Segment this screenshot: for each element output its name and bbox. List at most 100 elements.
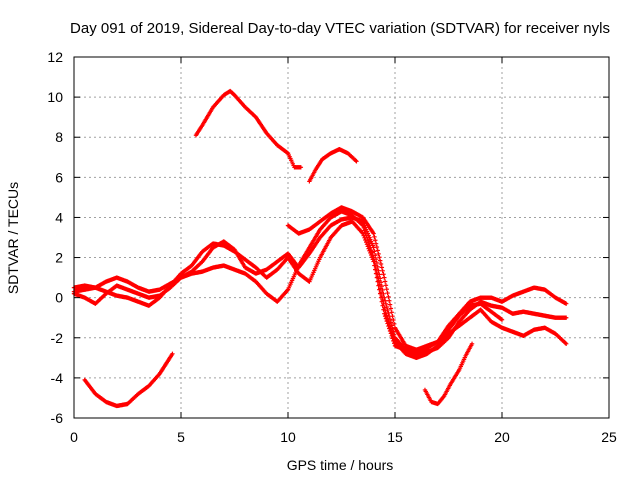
data-point-marker [390, 336, 395, 341]
data-point-marker [388, 331, 394, 336]
data-point-marker [391, 321, 397, 327]
data-point-marker [389, 333, 394, 339]
y-tick-label: 2 [55, 250, 63, 266]
data-point-marker [360, 223, 366, 228]
y-tick-label: 4 [55, 209, 63, 225]
data-point-marker [374, 270, 380, 276]
data-point-marker [373, 238, 378, 243]
series-track-g-lower [82, 351, 175, 409]
data-point-marker [371, 231, 376, 236]
data-point-marker [377, 255, 382, 260]
data-point-marker [377, 291, 383, 296]
data-point-marker [499, 317, 505, 322]
series-track-f-upper [307, 147, 359, 184]
data-point-marker [381, 307, 386, 312]
data-point-marker [360, 231, 366, 236]
data-point-marker [354, 159, 359, 164]
data-point-marker [379, 299, 385, 304]
data-point-marker [378, 261, 384, 267]
data-point-marker [386, 323, 391, 329]
data-point-marker [363, 239, 369, 245]
data-point-marker [377, 272, 382, 277]
x-tick-label: 10 [280, 429, 296, 445]
data-point-marker [389, 310, 394, 315]
data-point-marker [170, 351, 175, 357]
x-tick-label: 5 [177, 429, 185, 445]
data-point-marker [376, 251, 381, 257]
data-point-marker [380, 268, 385, 274]
series-track-d [285, 205, 505, 353]
data-point-marker [368, 250, 373, 256]
data-point-marker [384, 318, 389, 324]
y-tick-label: 6 [55, 169, 63, 185]
data-point-marker [382, 279, 388, 284]
data-point-marker [373, 267, 378, 272]
y-tick-label: 12 [47, 49, 63, 65]
data-point-marker [371, 259, 376, 264]
data-point-marker [382, 298, 388, 303]
plot-frame [73, 56, 610, 419]
data-point-marker [363, 237, 368, 243]
x-tick-label: 15 [387, 429, 403, 445]
data-point-marker [564, 341, 569, 346]
data-point-marker [374, 275, 380, 280]
data-point-marker [365, 244, 371, 249]
data-point-marker [564, 315, 569, 320]
grid-lines [74, 57, 609, 418]
data-point-marker [373, 271, 379, 276]
data-point-marker [382, 313, 388, 319]
y-tick-label: -6 [51, 410, 64, 426]
data-point-marker [382, 311, 387, 316]
data-point-marker [391, 341, 397, 346]
data-point-marker [378, 295, 384, 300]
data-point-marker [366, 246, 371, 251]
data-point-marker [385, 290, 390, 296]
data-point-marker [372, 234, 377, 240]
data-point-marker [391, 338, 396, 344]
chart-title: Day 091 of 2019, Sidereal Day-to-day VTE… [70, 20, 610, 37]
data-point-marker [377, 258, 383, 263]
data-point-marker [373, 241, 379, 246]
x-tick-label: 25 [601, 429, 617, 445]
data-point-marker [367, 248, 372, 253]
data-point-marker [376, 268, 381, 273]
data-point-marker [361, 233, 366, 238]
data-point-marker [469, 341, 475, 346]
data-point-marker [385, 321, 390, 326]
data-point-marker [374, 260, 380, 266]
y-tick-label: 0 [55, 290, 63, 306]
data-point-marker [372, 263, 377, 268]
data-point-marker [498, 316, 504, 322]
y-tick-label: 8 [55, 129, 63, 145]
data-point-marker [380, 303, 385, 308]
data-point-marker [377, 287, 382, 292]
data-point-marker [563, 340, 568, 346]
data-point-marker [387, 328, 393, 334]
data-point-marker [375, 248, 380, 253]
data-point-marker [382, 275, 387, 280]
data-point-marker [375, 279, 380, 284]
data-point-marker [379, 265, 385, 270]
data-series [71, 88, 569, 409]
series-track-e-upper [193, 88, 304, 170]
y-tick-label: 10 [47, 89, 63, 105]
data-point-marker [362, 235, 367, 241]
data-point-marker [391, 317, 396, 323]
data-point-marker [383, 316, 389, 321]
data-point-marker [369, 255, 375, 260]
data-point-marker [388, 306, 394, 311]
data-point-marker [375, 274, 380, 280]
data-point-marker [387, 302, 393, 307]
data-point-marker [374, 244, 380, 250]
data-point-marker [359, 222, 365, 227]
data-point-marker [383, 283, 389, 288]
y-axis-label: SDTVAR / TECUs [5, 182, 21, 294]
x-axis-label: GPS time / hours [287, 457, 394, 473]
data-point-marker [364, 242, 370, 247]
series-track-b [71, 209, 569, 361]
data-point-marker [384, 286, 389, 292]
data-point-marker [372, 249, 377, 254]
y-tick-label: -4 [51, 370, 64, 386]
data-point-marker [376, 283, 381, 288]
data-point-marker [377, 276, 383, 281]
